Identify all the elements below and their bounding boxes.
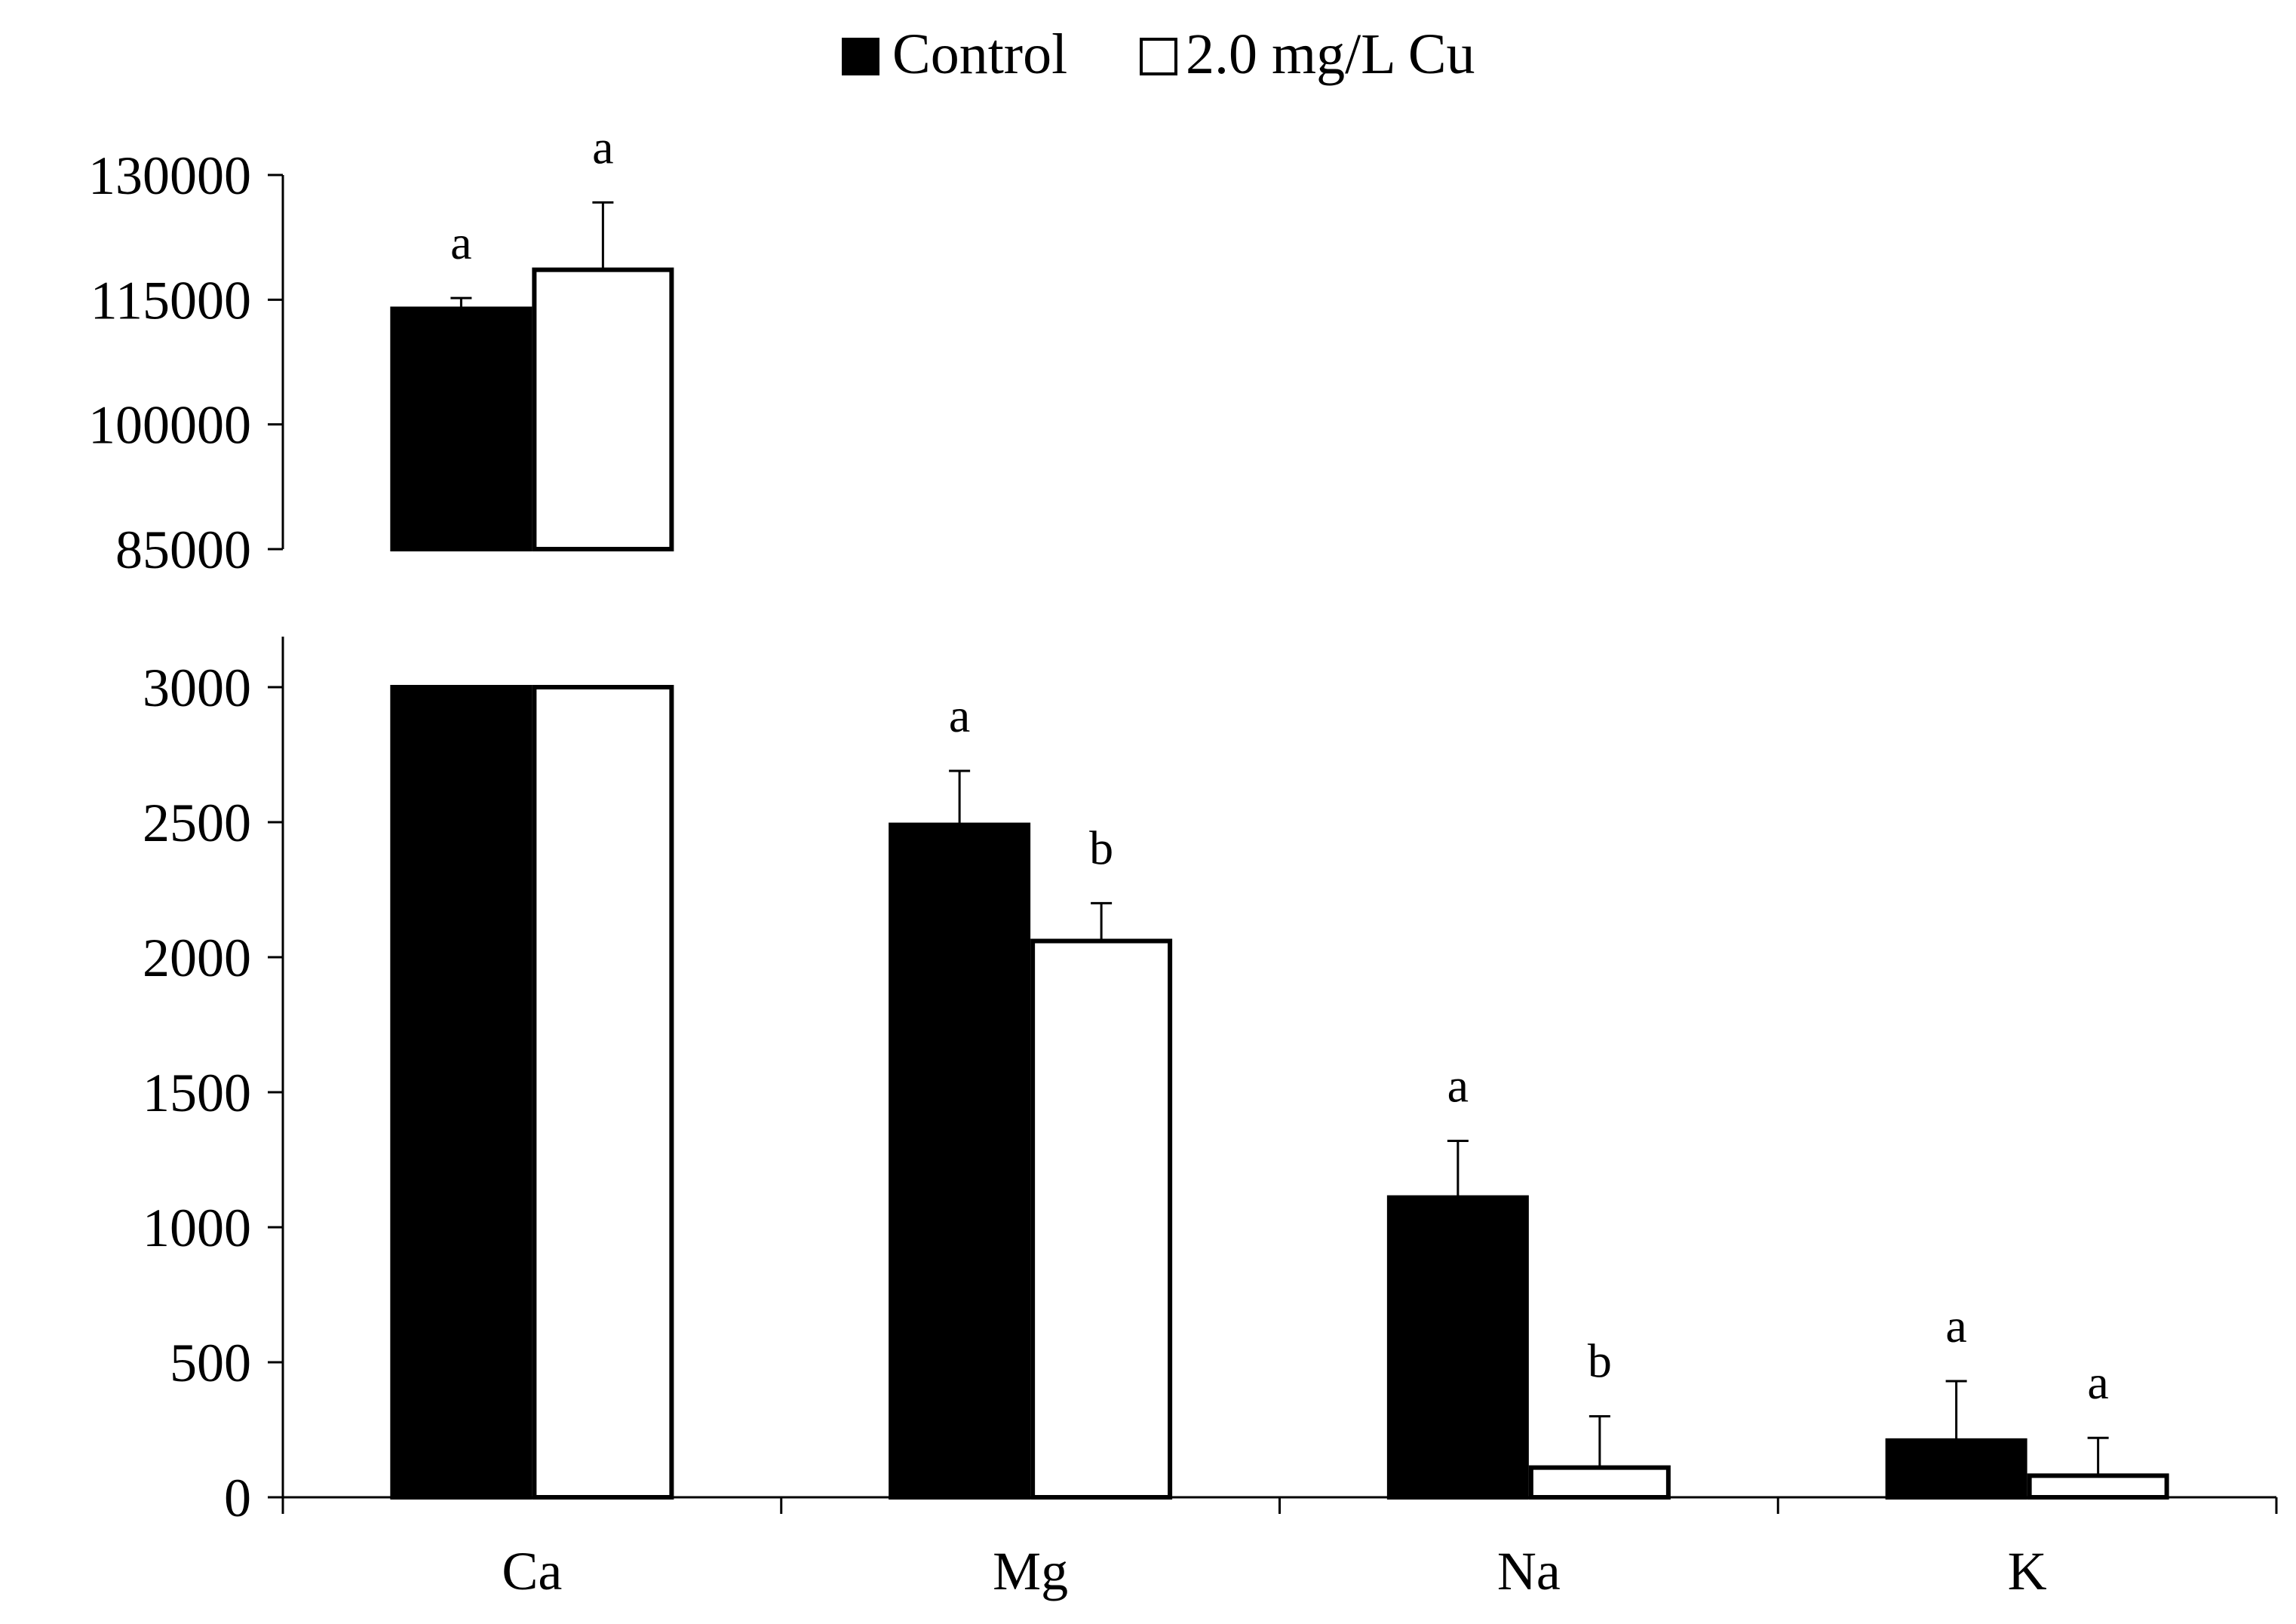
upper-panel: 85000 100000 115000 130000 a a: [88, 120, 674, 580]
category-label-na: Na: [1497, 1541, 1561, 1601]
lower-y-tick-label: 3000: [143, 658, 251, 718]
legend-swatch-cu: [1140, 38, 1177, 75]
significance-label-cu-mg: b: [1089, 821, 1113, 874]
bar-cu-k: [2027, 1473, 2169, 1500]
category-label-mg: Mg: [993, 1541, 1068, 1601]
bar-cu-mg: [1030, 938, 1173, 1500]
bar-control-k: [1885, 1438, 2027, 1500]
bar-control-na: [1386, 1195, 1529, 1500]
significance-label-control-na: a: [1447, 1058, 1469, 1112]
bar-control-mg: [889, 822, 1031, 1500]
bar-cu-na: [1528, 1465, 1671, 1500]
upper-y-tick-label: 115000: [91, 270, 251, 330]
significance-label-control-mg: a: [949, 689, 970, 742]
lower-y-tick-label: 0: [224, 1468, 251, 1528]
bar-control-ca-upper: [390, 306, 533, 551]
significance-label-cu-na: b: [1588, 1334, 1612, 1388]
upper-y-tick-label: 130000: [88, 146, 251, 206]
significance-label-control-k: a: [1945, 1299, 1966, 1352]
lower-y-tick-label: 2000: [143, 928, 251, 988]
category-label-k: K: [2008, 1541, 2047, 1601]
x-axis: Ca Mg Na K: [281, 1496, 2278, 1601]
significance-label-cu-k: a: [2087, 1355, 2108, 1409]
bar-control-ca-lower: [390, 685, 533, 1500]
significance-label-control-ca: a: [450, 216, 471, 269]
bar-cu-ca-lower: [532, 685, 674, 1500]
significance-label-cu-ca: a: [592, 120, 613, 173]
legend: Control 2.0 mg/L Cu: [842, 23, 1475, 86]
legend-label-cu: 2.0 mg/L Cu: [1186, 23, 1475, 86]
bar-cu-ca-upper: [532, 267, 674, 551]
lower-y-tick-label: 1000: [143, 1198, 251, 1258]
upper-y-tick-label: 85000: [115, 520, 251, 580]
lower-panel: 0 500 1000 1500 2000 2500 3000 a b a b a a: [143, 637, 2169, 1528]
category-label-ca: Ca: [502, 1541, 562, 1601]
upper-y-tick-label: 100000: [88, 395, 251, 456]
lower-y-tick-label: 1500: [143, 1063, 251, 1123]
lower-y-tick-label: 500: [170, 1333, 251, 1393]
legend-swatch-control: [842, 38, 879, 75]
lower-y-tick-label: 2500: [143, 793, 251, 853]
legend-label-control: Control: [892, 23, 1067, 86]
